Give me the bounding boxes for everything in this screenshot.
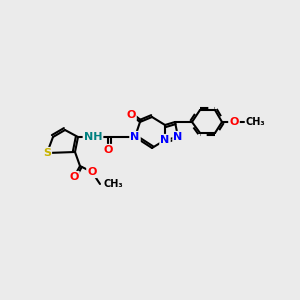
Text: N: N (173, 132, 183, 142)
Text: O: O (103, 145, 113, 155)
Text: N: N (160, 135, 169, 145)
Text: O: O (87, 167, 97, 177)
Text: NH: NH (84, 132, 102, 142)
Text: O: O (126, 110, 136, 120)
Text: CH₃: CH₃ (246, 117, 266, 127)
Text: O: O (229, 117, 239, 127)
Text: CH₃: CH₃ (104, 179, 124, 189)
Text: N: N (130, 132, 140, 142)
Text: O: O (69, 172, 79, 182)
Text: S: S (43, 148, 51, 158)
